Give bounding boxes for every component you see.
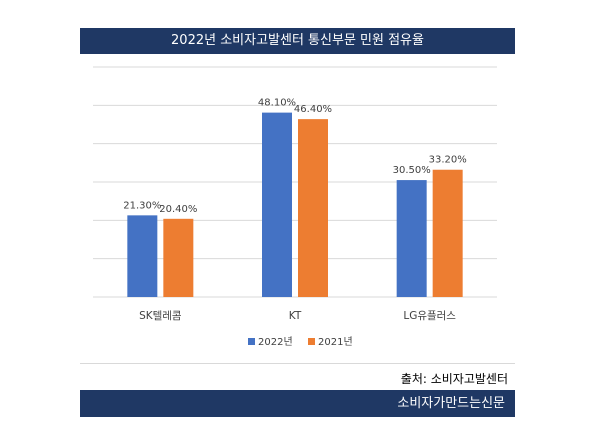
category-label: SK텔레콤	[139, 310, 182, 322]
legend-swatch	[308, 338, 315, 345]
bars	[127, 112, 463, 297]
legend-label: 2021년	[318, 336, 353, 348]
bar-series-2022	[127, 215, 158, 297]
data-label: 21.30%	[123, 200, 161, 211]
legend-swatch	[248, 338, 255, 345]
bar-series-2021	[163, 218, 194, 297]
data-label: 33.20%	[429, 155, 467, 166]
chart-title-banner: 2022년 소비자고발센터 통신부문 민원 점유율	[80, 28, 515, 54]
gridlines	[93, 66, 497, 298]
bar-series-2021	[298, 119, 328, 297]
bar-series-2022	[396, 180, 427, 297]
footer-brand: 소비자가만드는신문	[397, 396, 505, 411]
separator-line	[80, 363, 515, 364]
bar-series-2022	[262, 112, 292, 297]
data-label: 46.40%	[294, 104, 332, 115]
category-label: LG유플러스	[403, 310, 456, 322]
legend-label: 2022년	[258, 336, 293, 348]
data-labels: 21.30%20.40% 48.10%46.40% 30.50%33.20%	[123, 98, 466, 215]
legend: 2022년 2021년	[248, 336, 353, 348]
data-label: 20.40%	[159, 204, 197, 215]
chart-title: 2022년 소비자고발센터 통신부문 민원 점유율	[171, 33, 424, 48]
data-label: 48.10%	[258, 98, 296, 109]
footer-banner: 소비자가만드는신문	[80, 390, 515, 417]
data-label: 30.50%	[393, 165, 431, 176]
category-labels: SK텔레콤 KT LG유플러스	[139, 310, 456, 322]
bar-series-2021	[432, 169, 463, 297]
category-label: KT	[289, 310, 302, 322]
source-note: 출처: 소비자고발센터	[400, 372, 508, 386]
